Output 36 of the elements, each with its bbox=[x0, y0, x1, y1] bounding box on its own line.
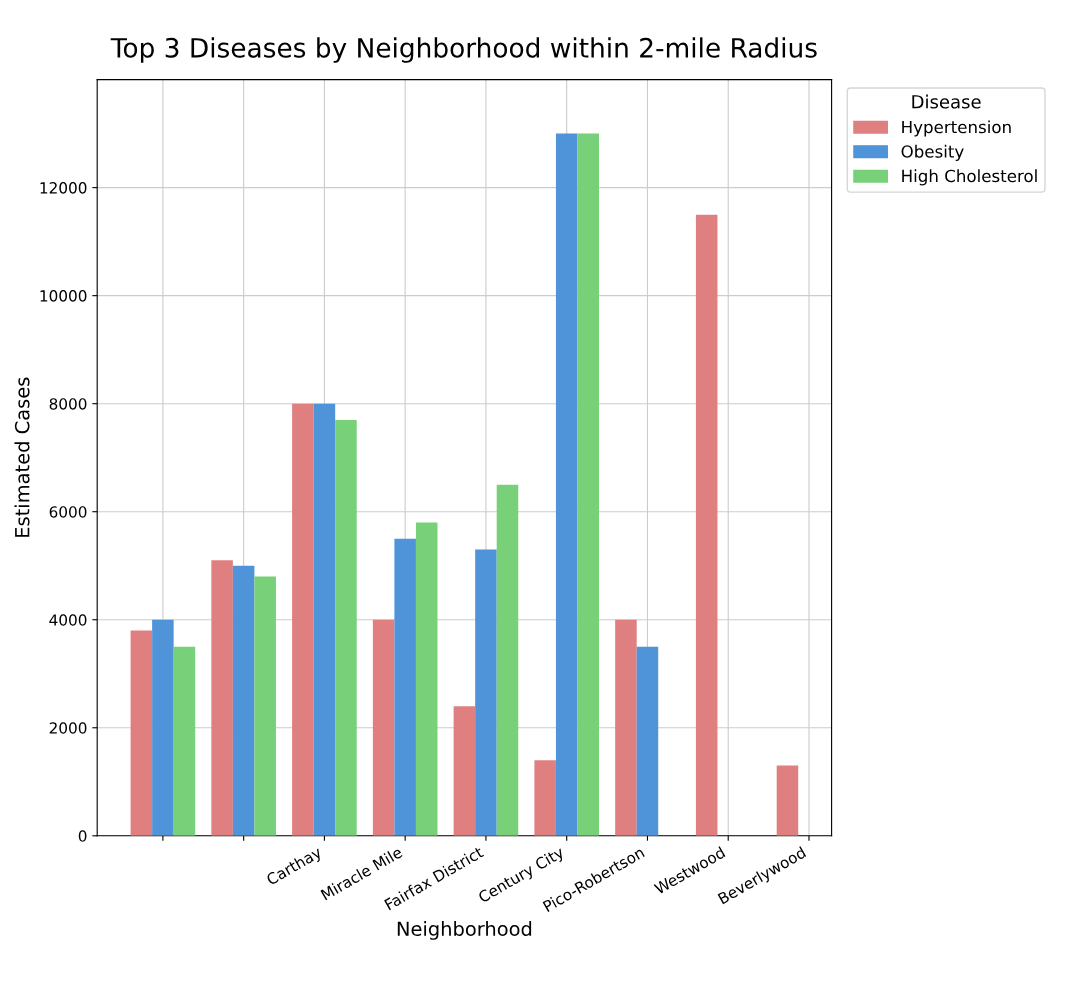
y-axis-title: Estimated Cases bbox=[14, 377, 30, 537]
bar bbox=[534, 760, 556, 836]
bar bbox=[173, 646, 196, 836]
bar bbox=[776, 765, 799, 836]
bar bbox=[130, 630, 153, 836]
y-tick-label: 0 bbox=[78, 830, 87, 842]
bar bbox=[152, 619, 174, 836]
bar bbox=[636, 646, 659, 836]
legend-title: Disease bbox=[912, 94, 981, 109]
y-tick-label: 4000 bbox=[49, 614, 87, 626]
bar bbox=[453, 706, 476, 836]
bar bbox=[292, 403, 314, 836]
x-axis-title: Neighborhood bbox=[397, 921, 532, 940]
chart-title: Top 3 Diseases by Neighborhood within 2-mile Radius bbox=[110, 37, 817, 63]
bar bbox=[496, 484, 519, 836]
legend-label: High Cholesterol bbox=[902, 169, 1037, 186]
bar bbox=[555, 133, 578, 836]
bar bbox=[615, 619, 637, 836]
bar bbox=[254, 576, 276, 836]
bar bbox=[394, 538, 416, 836]
y-tick-label: 12000 bbox=[40, 182, 87, 194]
bar bbox=[313, 403, 336, 836]
y-tick-label: 6000 bbox=[49, 506, 87, 518]
legend-label: Hypertension bbox=[902, 120, 1011, 137]
bar bbox=[372, 619, 395, 836]
bar bbox=[475, 549, 497, 836]
y-tick-label: 10000 bbox=[40, 290, 87, 302]
bar bbox=[415, 522, 438, 836]
y-tick-label: 2000 bbox=[49, 722, 87, 734]
y-tick-label: 8000 bbox=[49, 398, 87, 410]
bar bbox=[335, 419, 357, 836]
bar bbox=[695, 214, 718, 836]
legend-label: Obesity bbox=[901, 144, 964, 161]
bar bbox=[577, 133, 599, 836]
bar bbox=[232, 565, 255, 836]
bar bbox=[211, 560, 233, 836]
